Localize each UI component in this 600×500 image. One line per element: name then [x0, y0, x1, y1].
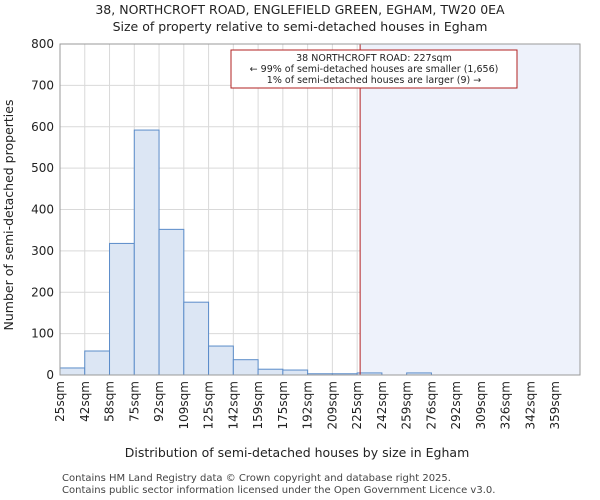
- plot-frame: [59, 43, 581, 376]
- bar-25sqm: [59, 367, 86, 376]
- y-tick-label: 100: [31, 327, 54, 341]
- x-tick-label: 326sqm: [499, 381, 513, 429]
- x-tick-label: 109sqm: [177, 381, 191, 429]
- x-tick-label: 142sqm: [226, 381, 240, 429]
- x-tick-label: 259sqm: [400, 381, 414, 429]
- annotation-box: 38 NORTHCROFT ROAD: 227sqm ← 99% of semi…: [230, 49, 518, 89]
- x-tick-label: 125sqm: [202, 381, 216, 429]
- x-tick-label: 309sqm: [474, 381, 488, 429]
- x-tick-label: 175sqm: [276, 381, 290, 429]
- y-tick-label: 700: [31, 78, 54, 92]
- footer-copyright: Contains HM Land Registry data © Crown c…: [62, 473, 451, 484]
- y-tick-label: 500: [31, 161, 54, 175]
- x-tick-label: 276sqm: [424, 381, 438, 429]
- x-tick-label: 75sqm: [127, 381, 141, 422]
- bar-175sqm: [282, 369, 309, 376]
- y-tick-label: 600: [31, 120, 54, 134]
- bar-142sqm: [232, 359, 259, 376]
- annotation-line-1: 38 NORTHCROFT ROAD: 227sqm: [296, 53, 452, 64]
- x-tick-label: 209sqm: [325, 381, 339, 429]
- y-tick-label: 800: [31, 37, 54, 51]
- bar-159sqm: [257, 368, 284, 376]
- bar-75sqm: [133, 129, 160, 376]
- x-tick-label: 42sqm: [78, 381, 92, 422]
- x-tick-label: 92sqm: [152, 381, 166, 422]
- y-axis-ticks: 0 100 200 300 400 500 600 700 800: [31, 37, 54, 382]
- x-tick-label: 342sqm: [523, 381, 537, 429]
- x-tick-label: 58sqm: [103, 381, 117, 422]
- bar-92sqm: [158, 228, 185, 376]
- x-tick-label: 242sqm: [375, 381, 389, 429]
- x-axis-ticks: 25sqm 42sqm 58sqm 75sqm 92sqm 109sqm 125sqm 142…: [53, 381, 562, 429]
- x-tick-label: 159sqm: [251, 381, 265, 429]
- x-tick-label: 292sqm: [449, 381, 463, 429]
- y-tick-label: 400: [31, 203, 54, 217]
- chart-title: 38, NORTHCROFT ROAD, ENGLEFIELD GREEN, E…: [95, 2, 505, 17]
- x-tick-label: 359sqm: [548, 381, 562, 429]
- annotation-border: [230, 49, 518, 89]
- bar-58sqm: [109, 242, 135, 376]
- x-axis-label: Distribution of semi-detached houses by …: [125, 445, 470, 460]
- annotation-line-3: 1% of semi-detached houses are larger (9…: [267, 75, 481, 86]
- bar-42sqm: [84, 350, 111, 376]
- x-tick-label: 25sqm: [53, 381, 67, 422]
- chart-subtitle: Size of property relative to semi-detach…: [113, 19, 488, 34]
- y-axis-label: Number of semi-detached properties: [1, 100, 16, 331]
- annotation-line-2: ← 99% of semi-detached houses are smalle…: [250, 64, 499, 75]
- y-tick-label: 300: [31, 244, 54, 258]
- bar-125sqm: [208, 345, 234, 376]
- x-tick-label: 225sqm: [350, 381, 364, 429]
- x-tick-label: 192sqm: [301, 381, 315, 429]
- bar-109sqm: [183, 301, 210, 376]
- larger-properties-region: [360, 44, 580, 375]
- bars-layer: [59, 129, 432, 376]
- footer-licence: Contains public sector information licen…: [62, 485, 496, 496]
- y-tick-label: 200: [31, 285, 54, 299]
- y-tick-label: 0: [46, 368, 54, 382]
